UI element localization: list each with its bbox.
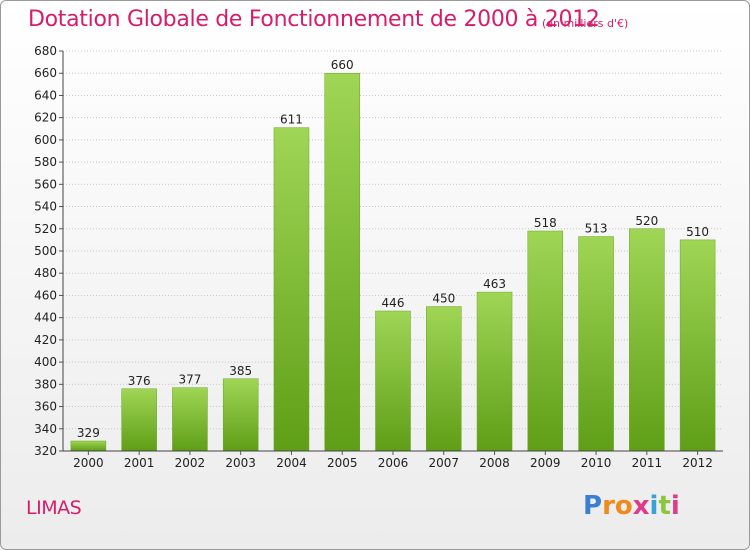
bar-value-label: 660 <box>331 58 354 72</box>
x-tick-label: 2002 <box>175 456 206 470</box>
y-tick-label: 620 <box>34 111 57 125</box>
y-tick-label: 360 <box>34 400 57 414</box>
bar-value-label: 513 <box>585 222 608 236</box>
bar <box>578 236 614 452</box>
brand-letter: x <box>632 491 650 521</box>
bar <box>273 127 310 452</box>
y-tick-label: 320 <box>34 444 57 458</box>
y-tick-label: 680 <box>34 44 57 58</box>
x-tick-label: 2012 <box>682 456 713 470</box>
brand-letter: o <box>614 491 633 521</box>
x-tick-label: 2011 <box>632 456 663 470</box>
bar <box>375 310 411 452</box>
brand-letter: P <box>583 491 603 521</box>
bar <box>70 440 107 452</box>
bar <box>426 306 462 452</box>
y-tick-label: 480 <box>34 266 57 280</box>
chart-title: Dotation Globale de Fonctionnement de 20… <box>28 7 600 32</box>
bar-value-label: 377 <box>178 373 201 387</box>
data-labels: 329 376 377 385 611 660 446 450 463 518 513 520 510 <box>77 58 709 440</box>
y-tick-label: 460 <box>34 288 57 302</box>
x-tick-label: 2005 <box>327 456 358 470</box>
y-tick-label: 380 <box>34 377 57 391</box>
x-tick-label: 2007 <box>428 456 459 470</box>
x-tick-label: 2008 <box>479 456 510 470</box>
x-tick-label: 2004 <box>276 456 307 470</box>
y-axis: 320 340 360 380 400 420 440 460 480 500 520 540 560 5… <box>34 44 64 458</box>
y-tick-label: 440 <box>34 311 57 325</box>
y-tick-label: 580 <box>34 155 57 169</box>
y-tick-label: 660 <box>34 66 57 80</box>
y-tick-label: 600 <box>34 133 57 147</box>
bar-value-label: 463 <box>483 277 506 291</box>
y-tick-label: 520 <box>34 222 57 236</box>
bar <box>629 228 665 452</box>
x-tick-label: 2000 <box>73 456 104 470</box>
brand-logo: Proxiti <box>583 491 680 521</box>
y-tick-label: 420 <box>34 333 57 347</box>
bar <box>324 72 360 452</box>
bar-value-label: 385 <box>229 364 252 378</box>
bar <box>222 378 259 452</box>
brand-letter: t <box>658 491 671 521</box>
x-tick-label: 2009 <box>530 456 561 470</box>
y-tick-label: 540 <box>34 200 57 214</box>
x-tick-label: 2006 <box>378 456 409 470</box>
chart-subtitle: (en milliers d'€) <box>542 17 629 30</box>
y-tick-label: 340 <box>34 422 57 436</box>
x-tick-label: 2001 <box>124 456 155 470</box>
bar-value-label: 520 <box>635 214 658 228</box>
y-tick-label: 560 <box>34 177 57 191</box>
y-tick-label: 500 <box>34 244 57 258</box>
x-tick-label: 2010 <box>581 456 612 470</box>
bar-value-label: 376 <box>128 374 151 388</box>
town-name: LIMAS <box>26 497 82 519</box>
bar-value-label: 450 <box>432 292 455 306</box>
brand-letter: i <box>649 491 659 521</box>
bar <box>121 388 157 452</box>
bar <box>679 239 716 452</box>
brand-letter: i <box>670 491 680 521</box>
bar-value-label: 518 <box>534 216 557 230</box>
bar-value-label: 611 <box>280 113 303 127</box>
bar-value-label: 329 <box>77 426 100 440</box>
y-tick-label: 640 <box>34 88 57 102</box>
x-tick-label: 2003 <box>225 456 256 470</box>
bar <box>476 291 513 452</box>
bar <box>172 387 208 452</box>
bars <box>70 72 716 452</box>
brand-letter: r <box>602 491 615 521</box>
bar-value-label: 446 <box>382 296 405 310</box>
y-tick-label: 400 <box>34 355 57 369</box>
bar-value-label: 510 <box>686 225 709 239</box>
x-axis: 2000 2001 2002 2003 2004 2005 2006 2007 2008 2009… <box>63 450 723 470</box>
bar <box>527 230 564 452</box>
